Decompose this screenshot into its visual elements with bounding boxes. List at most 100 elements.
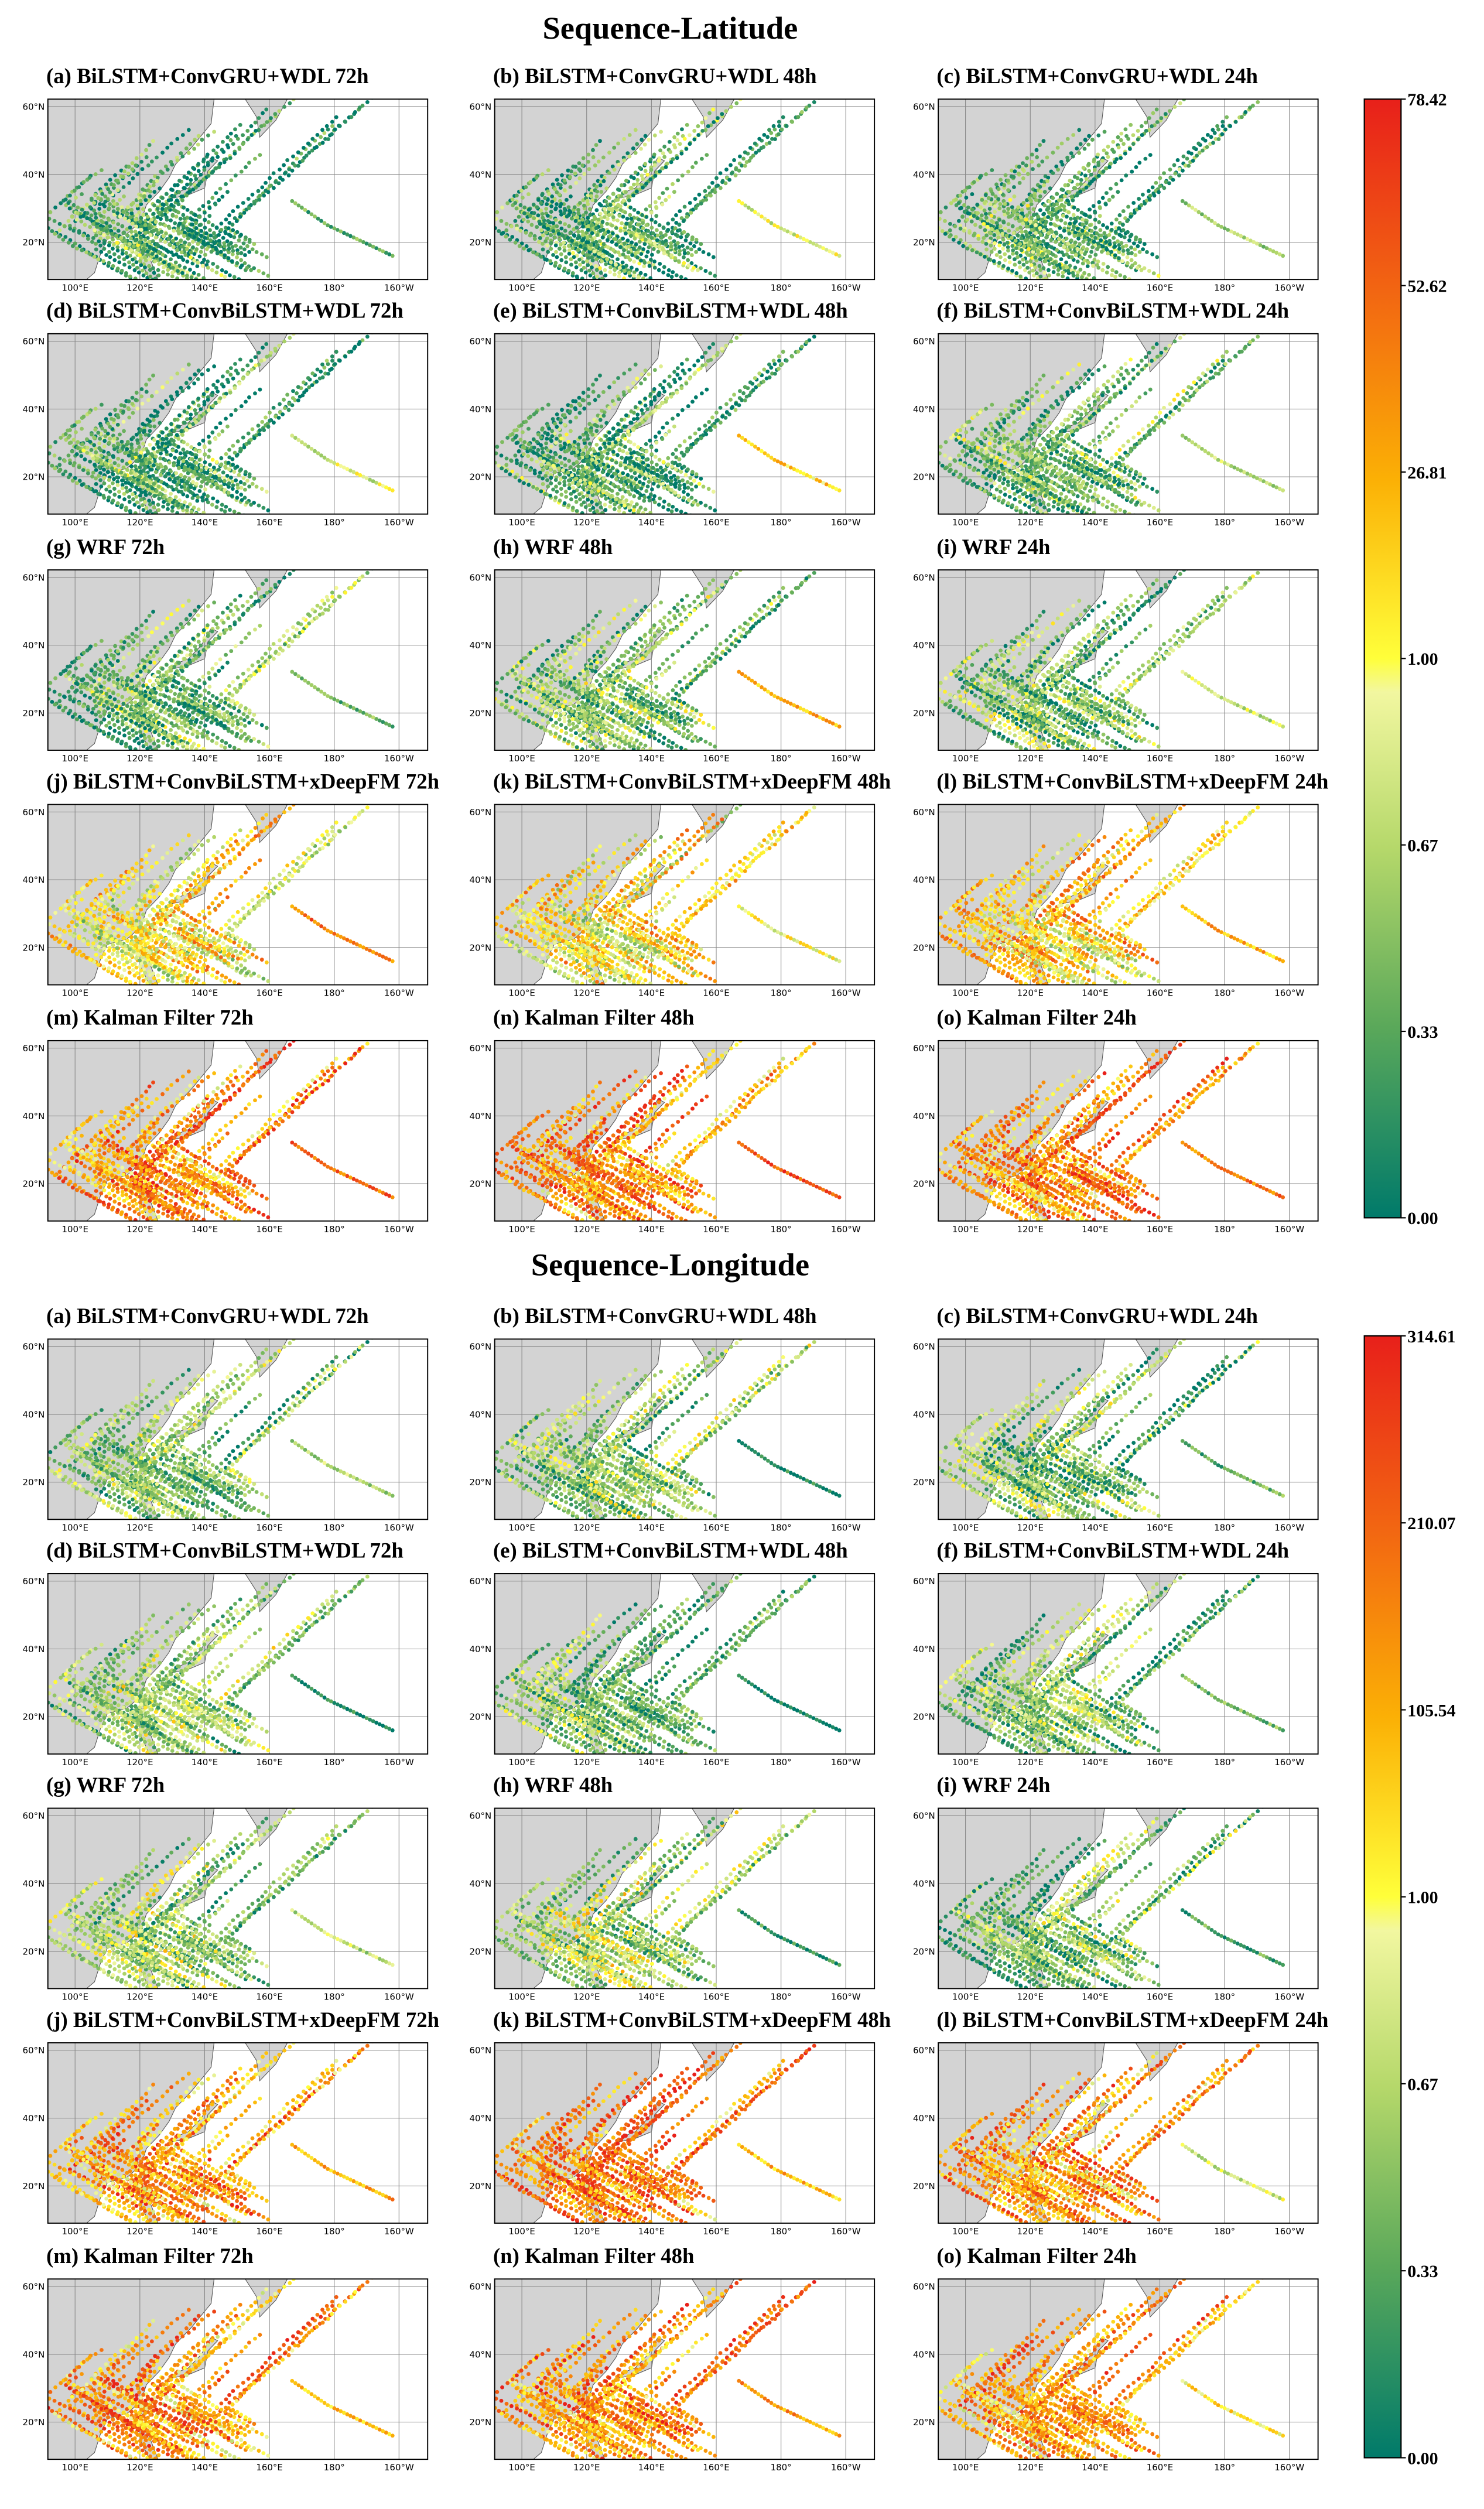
track-point (1127, 277, 1131, 280)
track-point (153, 276, 158, 280)
track-point (188, 189, 192, 194)
track-point (1031, 213, 1036, 217)
track-point (535, 225, 539, 229)
track-point (161, 504, 166, 509)
track-point (1177, 167, 1182, 172)
track-point (193, 173, 197, 178)
track-point (224, 504, 228, 509)
track-point (661, 270, 666, 275)
track-point (622, 183, 627, 187)
track-point (304, 388, 309, 392)
track-point (139, 202, 143, 207)
track-point (738, 154, 742, 159)
track-point (179, 385, 183, 390)
track-point (1013, 216, 1018, 221)
track-point (93, 463, 97, 467)
track-point (186, 128, 191, 132)
track-point (643, 272, 648, 277)
track-point (353, 110, 357, 114)
track-point (685, 245, 690, 250)
track-point (656, 158, 661, 163)
track-point (546, 249, 550, 254)
track-point (1129, 245, 1133, 250)
track-point (150, 252, 155, 256)
track-point (711, 107, 716, 112)
track-point (273, 414, 278, 419)
track-point (281, 177, 285, 182)
track-point (677, 222, 682, 227)
track-point (1093, 225, 1097, 230)
track-point (187, 477, 192, 481)
track-point (234, 219, 239, 223)
track-point (597, 266, 602, 271)
track-point (80, 192, 84, 196)
track-point (539, 201, 543, 205)
track-point (1274, 251, 1279, 255)
track-point (175, 183, 180, 187)
land (1135, 99, 1178, 138)
track-point (364, 241, 369, 246)
track-point (146, 199, 151, 203)
lon-label: 120°E (126, 282, 153, 293)
track-point (1130, 263, 1134, 268)
track-point (601, 254, 606, 259)
track-point (714, 184, 719, 189)
track-point (1089, 228, 1094, 233)
track-point (1038, 233, 1043, 237)
track-point (1007, 260, 1012, 265)
track-point (554, 249, 558, 254)
track-point (1181, 154, 1186, 159)
track-point (66, 475, 71, 480)
track-point (805, 238, 809, 243)
track-point (192, 235, 197, 239)
track-point (550, 182, 555, 187)
track-point (175, 371, 180, 376)
track-point (685, 214, 689, 219)
track-point (217, 473, 221, 478)
track-point (231, 228, 235, 233)
track-point (649, 235, 654, 240)
track-point (225, 135, 230, 139)
track-point (727, 177, 731, 182)
lat-label: 40°N (469, 169, 491, 180)
track-point (1105, 247, 1109, 251)
track-point (197, 489, 202, 493)
track-point (174, 214, 179, 219)
track-point (111, 264, 115, 268)
track-point (180, 433, 184, 437)
track-point (192, 381, 197, 386)
track-point (683, 277, 688, 280)
track-point (95, 456, 100, 461)
track-point (963, 189, 967, 193)
track-point (630, 230, 634, 235)
track-point (1075, 193, 1079, 198)
track-point (1037, 199, 1041, 203)
track-point (513, 201, 518, 205)
track-point (984, 241, 989, 246)
track-point (217, 198, 221, 203)
track-point (990, 168, 994, 172)
track-point (185, 259, 190, 264)
track-point (183, 240, 187, 245)
lon-label: 160°W (384, 282, 414, 293)
track-point (147, 264, 151, 268)
track-point (381, 249, 385, 254)
track-point (249, 358, 254, 363)
track-point (1017, 218, 1021, 223)
track-point (326, 362, 330, 367)
track-point (147, 377, 152, 382)
track-point (98, 202, 102, 206)
track-point (207, 440, 212, 445)
track-point (1031, 167, 1035, 172)
track-point (1054, 164, 1059, 169)
track-point (1041, 266, 1046, 271)
track-point (617, 271, 621, 275)
track-point (587, 249, 592, 254)
track-point (1121, 209, 1126, 213)
track-point (958, 206, 962, 211)
track-point (598, 211, 603, 216)
track-point (1145, 249, 1149, 254)
track-point (737, 168, 741, 173)
track-point (949, 201, 953, 206)
